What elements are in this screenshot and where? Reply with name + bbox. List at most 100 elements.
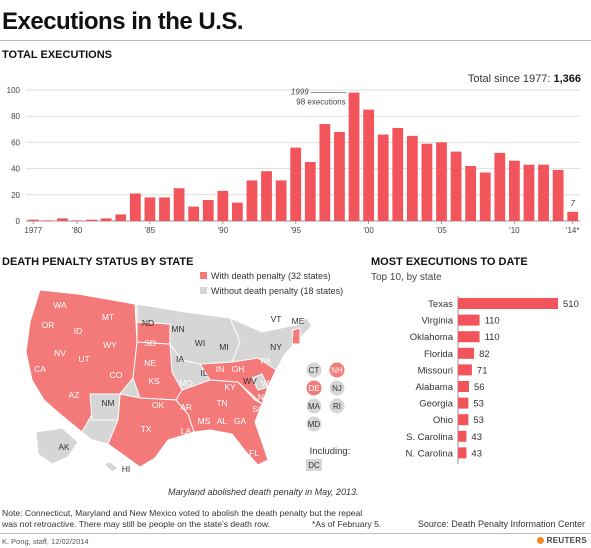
bar-1978 <box>42 220 54 221</box>
bar-1982 <box>100 218 112 221</box>
marker-label-RI: RI <box>333 402 341 411</box>
hbar-missouri <box>458 364 472 376</box>
state-label-WY: WY <box>103 340 117 350</box>
state-label-NM: NM <box>101 398 114 408</box>
hbar-category-label: Ohio <box>433 415 453 426</box>
hbar-value-label: 53 <box>473 415 484 426</box>
state-label-OH: OH <box>232 364 245 374</box>
state-label-ME: ME <box>292 316 305 326</box>
map-gray-overlays <box>35 303 269 473</box>
state-labels-dark: ND MN WI MI IA IL NM WV NY VT ME AK HI <box>58 314 304 474</box>
bar-1992 <box>246 180 258 221</box>
bar-1986 <box>159 197 170 221</box>
legend-without-death-penalty: Without death penalty (18 states) <box>200 286 343 296</box>
bottom-divider <box>0 533 591 534</box>
brand-label: REUTERS <box>546 536 587 545</box>
death-penalty-status-heading: DEATH PENALTY STATUS BY STATE <box>2 256 194 268</box>
most-executions-chart: Texas 510 Virginia 110 Oklahoma 110 Florida 82 M… <box>405 296 579 464</box>
state-label-KY: KY <box>224 382 236 392</box>
bar-1988 <box>188 206 200 221</box>
hbar-category-label: Florida <box>424 349 454 360</box>
as-of-note: *As of February 5. <box>312 519 382 529</box>
bar-2005 <box>436 142 447 221</box>
bar-2000 <box>363 109 374 221</box>
state-label-NC: NC <box>258 392 270 402</box>
region-nh <box>291 327 301 345</box>
marker-DE <box>306 380 322 396</box>
state-labels: WA OR ID MT WY NV UT CA CO AZ SD NE KS O… <box>34 300 272 458</box>
us-map: WA OR ID MT WY NV UT CA CO AZ SD NE KS O… <box>25 289 350 474</box>
hbar-value-label: 43 <box>471 432 482 443</box>
x-tick-label: '80 <box>72 226 83 235</box>
marker-label-MD: MD <box>308 420 321 429</box>
bar-1989 <box>202 200 214 221</box>
hbar-category-label: Virginia <box>421 316 453 327</box>
most-executions-heading: MOST EXECUTIONS TO DATE <box>371 256 528 268</box>
state-label-AR: AR <box>180 402 192 412</box>
hbar-texas <box>458 298 558 309</box>
hbar-value-label: 43 <box>471 448 482 459</box>
x-tick-label: '90 <box>218 226 229 235</box>
bar-1993 <box>261 171 272 221</box>
y-tick-label: 60 <box>11 138 20 147</box>
state-label-MS: MS <box>198 416 211 426</box>
hbar-virginia <box>458 314 480 326</box>
state-label-AL: AL <box>217 416 228 426</box>
total-value: 1,366 <box>553 73 581 85</box>
bar-1985 <box>144 197 156 221</box>
bar-2013 <box>552 169 564 221</box>
maryland-note: Maryland abolished death penalty in May,… <box>168 487 359 497</box>
hbar-category-label: Texas <box>428 299 453 310</box>
annotation-value: 98 executions <box>296 98 345 107</box>
annotation-year: 1999 <box>291 88 309 97</box>
region-alaska <box>35 427 79 465</box>
total-label: Total since 1977: <box>467 73 551 85</box>
total-executions-heading: TOTAL EXECUTIONS <box>2 49 113 61</box>
y-tick-label: 20 <box>11 191 20 200</box>
hbar-category-label: N. Carolina <box>405 448 453 459</box>
marker-MA <box>306 398 322 414</box>
top-divider <box>0 40 591 41</box>
state-label-NE: NE <box>144 358 156 368</box>
state-label-WA: WA <box>53 300 67 310</box>
bar-1977 <box>27 219 39 221</box>
bar-1981 <box>86 219 97 221</box>
bar-2001 <box>377 134 389 221</box>
y-tick-label: 100 <box>7 86 21 95</box>
marker-NH <box>329 362 345 378</box>
state-label-SD: SD <box>144 338 156 348</box>
state-label-OR: OR <box>42 320 55 330</box>
state-label-PA: PA <box>261 356 272 366</box>
state-label-ID: ID <box>74 326 83 336</box>
footnote-line-1: Note: Connecticut, Maryland and New Mexi… <box>2 508 363 518</box>
x-tick-label: '00 <box>363 226 374 235</box>
state-label-IL: IL <box>200 368 207 378</box>
state-label-MO: MO <box>179 378 193 388</box>
bar-1994 <box>275 180 287 221</box>
reuters-logo: REUTERS <box>536 536 587 545</box>
state-label-FL: FL <box>249 448 259 458</box>
hbar-category-label: Alabama <box>416 382 454 393</box>
marker-label-DE: DE <box>308 384 319 393</box>
bar-2011 <box>523 164 535 221</box>
credit-line: K. Pong, staff, 12/02/2014 <box>2 537 89 546</box>
region-texas <box>107 393 195 468</box>
bar-1991 <box>232 202 243 221</box>
bar-2004 <box>421 143 433 221</box>
state-label-AZ: AZ <box>69 390 80 400</box>
bar-2006 <box>450 151 462 221</box>
state-label-MI: MI <box>219 342 228 352</box>
state-label-TX: TX <box>141 424 152 434</box>
hbar-florida <box>458 347 475 359</box>
region-hawaii <box>103 461 119 473</box>
bar-2012 <box>538 164 549 221</box>
state-label-UT: UT <box>78 354 89 364</box>
page-title: Executions in the U.S. <box>2 8 244 35</box>
hbar-alabama <box>458 381 469 392</box>
x-tick-label: '14* <box>566 226 580 235</box>
state-label-MN: MN <box>171 324 184 334</box>
bar-2014 <box>567 211 579 221</box>
marker-MD <box>306 416 322 432</box>
marker-NJ <box>329 380 345 396</box>
total-since-1977: Total since 1977: 1,366 <box>468 73 581 85</box>
